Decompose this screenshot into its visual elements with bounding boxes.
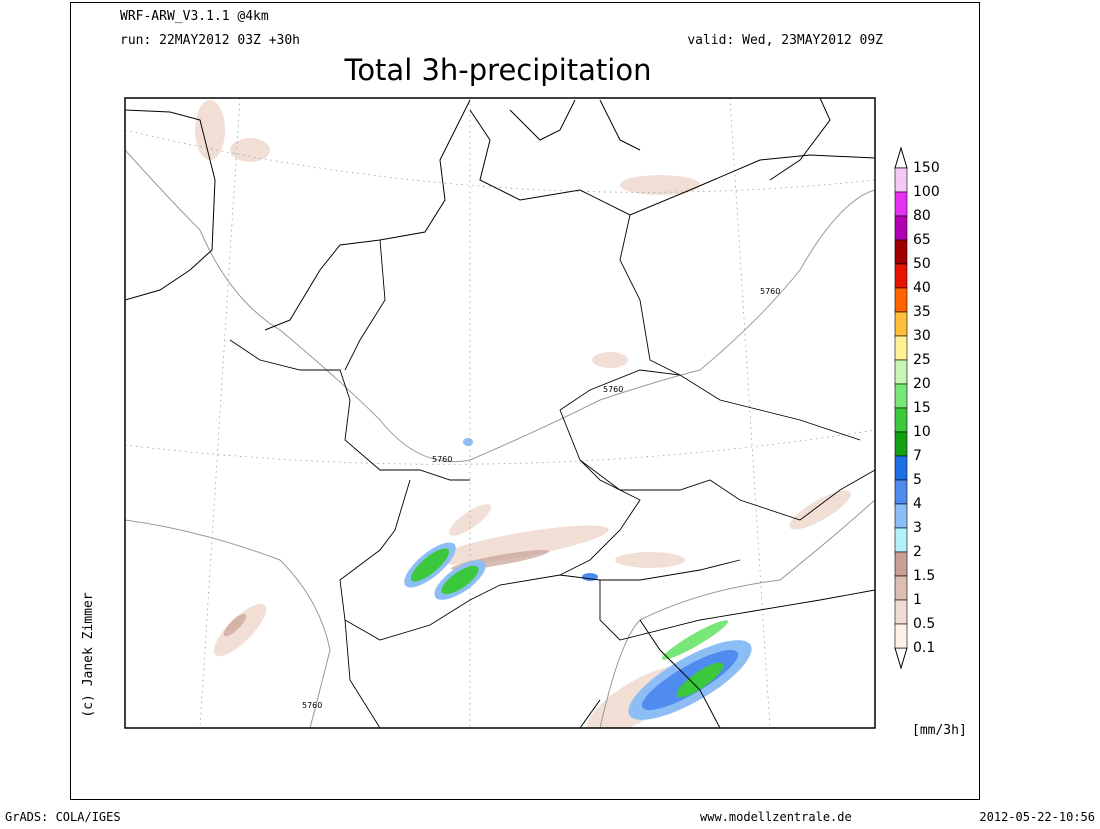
- color-swatch: [894, 575, 908, 601]
- color-swatch: [894, 311, 908, 337]
- legend-level-label: 65: [913, 232, 931, 248]
- color-swatch: [894, 623, 908, 649]
- moderate-precip: [223, 550, 550, 637]
- legend-level-label: 1.5: [913, 568, 935, 584]
- legend-level-label: 0.1: [913, 640, 935, 656]
- color-swatch: [894, 359, 908, 385]
- footer-left: GrADS: COLA/IGES: [5, 810, 121, 824]
- color-swatch: [894, 335, 908, 361]
- legend-level-label: 25: [913, 352, 931, 368]
- legend-level-label: 50: [913, 256, 931, 272]
- contour-label: 5760: [302, 701, 322, 710]
- color-swatch: [894, 431, 908, 457]
- color-swatch: [894, 503, 908, 529]
- color-swatch: [894, 383, 908, 409]
- page-frame: [70, 2, 980, 800]
- legend-level-label: 80: [913, 208, 931, 224]
- unit-label: [mm/3h]: [912, 723, 967, 738]
- legend-level-label: 10: [913, 424, 931, 440]
- legend-level-label: 7: [913, 448, 922, 464]
- map: 5760 5760 5760 5760: [124, 97, 876, 729]
- legend-level-label: 1: [913, 592, 922, 608]
- legend-level-label: 20: [913, 376, 931, 392]
- legend-level-label: 4: [913, 496, 922, 512]
- heavy-precip: [404, 438, 752, 720]
- legend-level-label: 150: [913, 160, 940, 176]
- legend-level-label: 100: [913, 184, 940, 200]
- legend-level-label: 40: [913, 280, 931, 296]
- legend-level-label: 0.5: [913, 616, 935, 632]
- contour-label: 5760: [432, 455, 452, 464]
- colorbar-cap: [894, 146, 908, 169]
- color-swatch: [894, 479, 908, 505]
- color-swatch: [894, 599, 908, 625]
- color-swatch: [894, 551, 908, 577]
- color-swatch: [894, 167, 908, 193]
- color-swatch: [894, 215, 908, 241]
- footer-right: 2012-05-22-10:56: [979, 810, 1095, 824]
- colorbar-cap: [894, 647, 908, 670]
- color-swatch: [894, 287, 908, 313]
- legend-level-label: 3: [913, 520, 922, 536]
- color-swatch: [894, 263, 908, 289]
- legend-level-label: 35: [913, 304, 931, 320]
- color-swatch: [894, 455, 908, 481]
- contour-label: 5760: [760, 287, 780, 296]
- legend-level-label: 15: [913, 400, 931, 416]
- footer-center: www.modellzentrale.de: [700, 810, 852, 824]
- contour-label: 5760: [603, 385, 623, 394]
- color-swatch: [894, 239, 908, 265]
- light-precip: [195, 100, 851, 728]
- color-swatch: [894, 191, 908, 217]
- map-title: Total 3h-precipitation: [344, 53, 652, 87]
- colorbar: 150 100 80 65 50 40 35 30 25 20 15 10 7 5 4 3 2 1.5 1 0.5 0.…: [894, 146, 940, 670]
- model-label: WRF-ARW_V3.1.1 @4km: [120, 9, 269, 24]
- valid-label: valid: Wed, 23MAY2012 09Z: [687, 33, 883, 48]
- color-swatch: [894, 527, 908, 553]
- legend-level-label: 2: [913, 544, 922, 560]
- map-frame: [124, 97, 876, 729]
- copyright: (c) Janek Zimmer: [81, 592, 96, 717]
- color-swatch: [894, 407, 908, 433]
- legend-level-label: 5: [913, 472, 922, 488]
- legend-level-label: 30: [913, 328, 931, 344]
- run-label: run: 22MAY2012 03Z +30h: [120, 33, 300, 48]
